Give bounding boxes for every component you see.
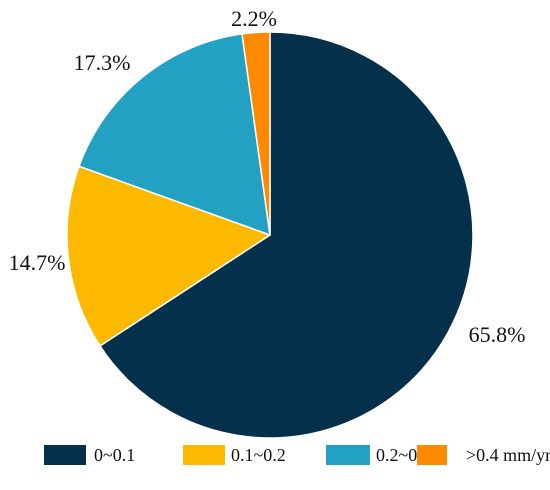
- pie-slices: [66, 31, 474, 439]
- legend-swatch-2: [183, 445, 225, 465]
- percent-label-4: 2.2%: [231, 6, 277, 31]
- legend-label-1: 0~0.1: [94, 445, 135, 465]
- pie-slice-2: [66, 165, 271, 347]
- percent-label-1: 65.8%: [469, 322, 526, 347]
- legend-swatch-1: [44, 445, 86, 465]
- percent-label-2: 14.7%: [9, 250, 66, 275]
- percent-labels: 65.8% 14.7% 17.3% 2.2%: [9, 6, 526, 347]
- pie-slice-4: [241, 31, 271, 236]
- pie-slice-1: [99, 31, 474, 439]
- pie-slice-3: [78, 33, 271, 236]
- percent-label-3: 17.3%: [74, 50, 131, 75]
- legend-swatch-3: [326, 445, 370, 465]
- legend-label-4: >0.4 mm/yr: [466, 445, 550, 465]
- legend-swatch-4: [417, 445, 447, 465]
- legend-label-2: 0.1~0.2: [231, 445, 286, 465]
- legend: 0~0.1 0.1~0.2 0.2~0.4 >0.4 mm/yr: [44, 445, 550, 465]
